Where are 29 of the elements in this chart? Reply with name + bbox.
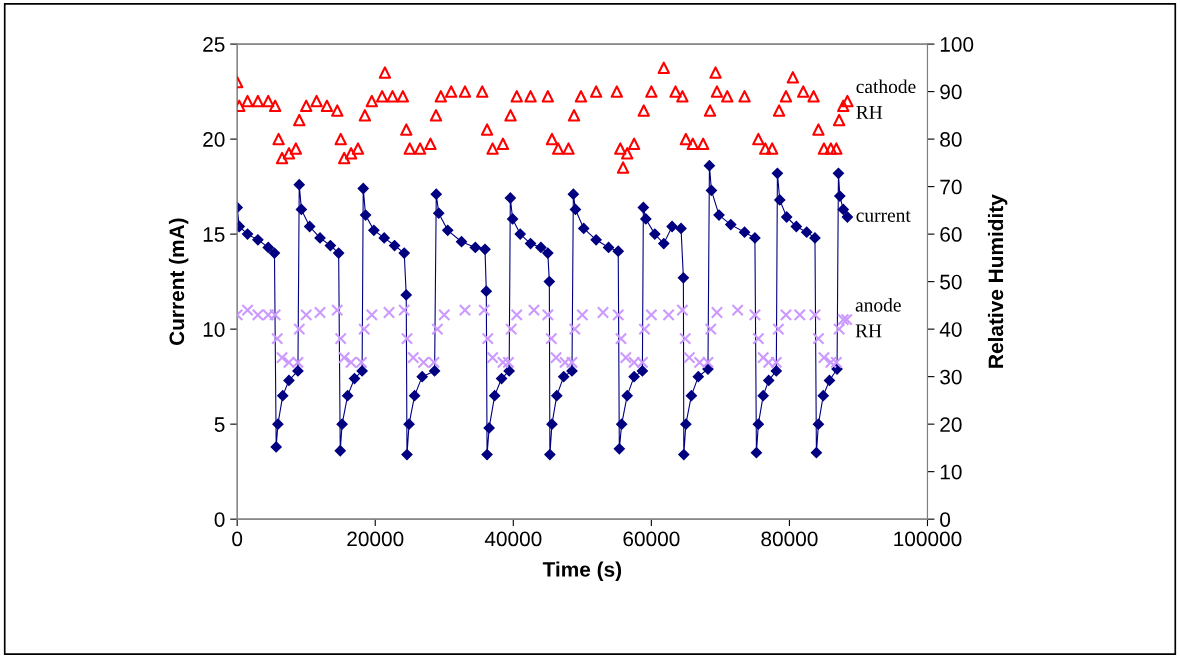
- series-label: current: [856, 210, 911, 222]
- x-tick-label: 80000: [761, 531, 818, 547]
- x-tick-label: 60000: [623, 531, 680, 547]
- y2-tick-label: 50: [940, 274, 962, 290]
- x-tick-label: 40000: [484, 531, 542, 547]
- x-tick-label: 100000: [894, 531, 962, 547]
- y2-tick-label: 80: [940, 132, 962, 147]
- x-tick-label: 20000: [347, 531, 404, 547]
- y2-tick-label: 60: [940, 227, 962, 242]
- y-tick-label: 10: [203, 322, 225, 337]
- y-tick-label: 20: [203, 132, 225, 147]
- y-axis-title: Current (mA): [168, 218, 189, 345]
- y2-tick-label: 10: [940, 464, 962, 480]
- x-axis-title: Time (s): [542, 561, 622, 581]
- y2-tick-label: 20: [940, 417, 962, 432]
- y2-tick-label: 40: [939, 322, 962, 337]
- y2-axis-title: Relative Humidity: [987, 194, 1008, 368]
- y2-tick-label: 90: [940, 84, 962, 100]
- y2-tick-label: 0: [940, 512, 951, 527]
- series-label: anode RH: [855, 297, 901, 338]
- y-tick-label: 15: [203, 227, 225, 242]
- y-tick-label: 0: [214, 512, 225, 527]
- y2-tick-label: 100: [940, 37, 974, 52]
- y-tick-label: 5: [214, 417, 225, 432]
- series-label: cathode RH: [856, 79, 916, 119]
- y2-tick-label: 30: [940, 369, 962, 385]
- y-tick-label: 25: [203, 37, 225, 52]
- x-tick-label: 0: [232, 531, 243, 547]
- y2-tick-label: 70: [940, 179, 962, 195]
